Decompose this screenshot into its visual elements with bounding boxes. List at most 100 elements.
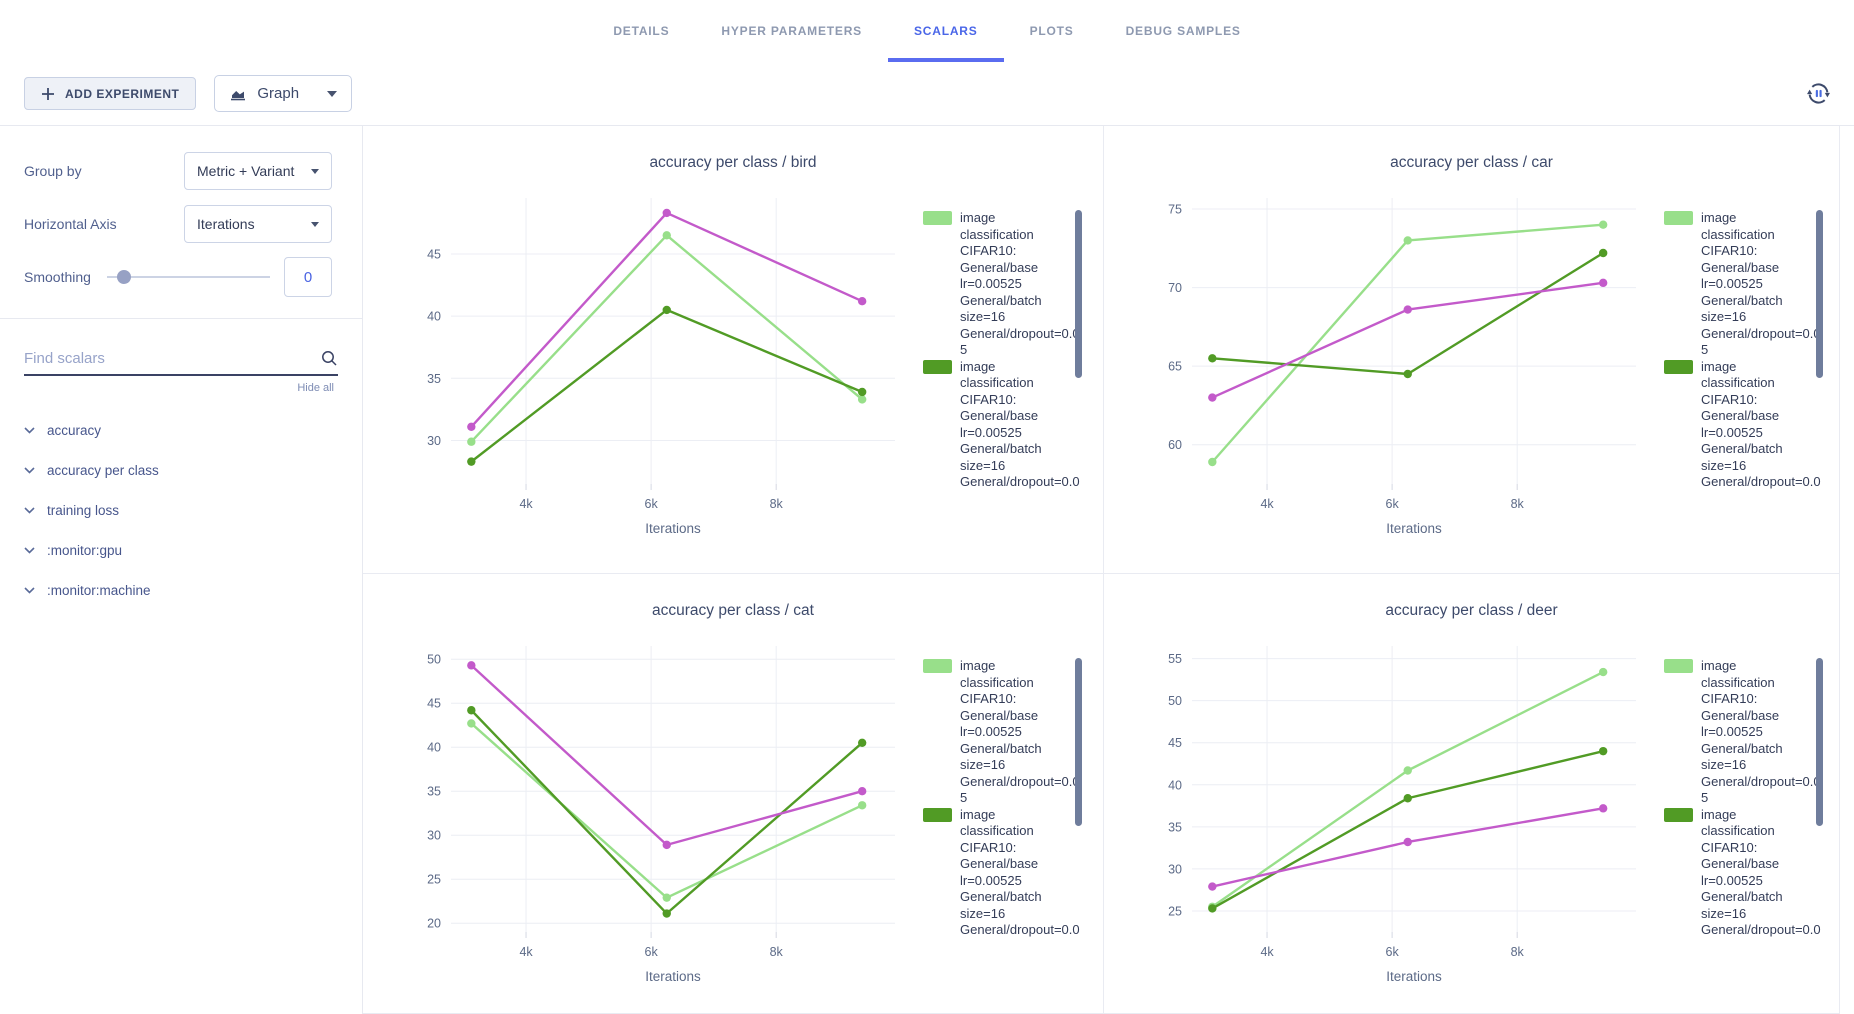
chevron-down-icon[interactable]	[24, 426, 35, 434]
chart-plot-area: 30 35 40 45 4k 6k 8k Iterations	[427, 198, 895, 536]
chart-content-row: 20 25 30 35 40 45 50 4k 6k 8k Iterations image clas…	[389, 632, 1103, 987]
add-experiment-label: ADD EXPERIMENT	[65, 86, 180, 101]
metric-item-label: accuracy per class	[47, 462, 159, 478]
metric-item-label: :monitor:gpu	[47, 542, 123, 558]
chevron-down-icon[interactable]	[24, 506, 35, 514]
chevron-down-icon[interactable]	[24, 586, 35, 594]
svg-text:8k: 8k	[1511, 945, 1525, 959]
chevron-down-icon	[311, 221, 319, 227]
legend-entry[interactable]: image classification CIFAR10: General/ba…	[1664, 210, 1821, 359]
legend-entry-label: image classification CIFAR10: General/ba…	[960, 358, 1080, 490]
svg-text:55: 55	[1168, 652, 1182, 666]
svg-text:40: 40	[1168, 778, 1182, 792]
charts-grid: accuracy per class / bird 30 35 40 45 4k 6k 8k I…	[363, 126, 1840, 1014]
legend-scrollbar[interactable]	[1816, 658, 1823, 826]
smoothing-input[interactable]	[284, 257, 332, 297]
horizontal-axis-select[interactable]: Iterations	[184, 205, 332, 243]
metric-item-accuracy-per-class[interactable]: accuracy per class	[0, 450, 362, 490]
legend-entry[interactable]: image classification CIFAR10: General/ba…	[1664, 658, 1821, 807]
svg-text:70: 70	[1168, 281, 1182, 295]
svg-text:60: 60	[1168, 438, 1182, 452]
tab-hyper-parameters[interactable]: HYPER PARAMETERS	[721, 24, 862, 38]
chart-legend: image classification CIFAR10: General/ba…	[923, 658, 1083, 987]
legend-entry[interactable]: image classification CIFAR10: General/ba…	[923, 807, 1080, 939]
legend-entry-label: image classification CIFAR10: General/ba…	[1701, 358, 1821, 490]
legend-swatch	[1664, 807, 1693, 822]
chart-plot-area: 60 65 70 75 4k 6k 8k Iterations	[1168, 198, 1636, 536]
auto-refresh-icon[interactable]	[1805, 80, 1832, 107]
chart-legend: image classification CIFAR10: General/ba…	[1664, 658, 1824, 987]
tab-scalars[interactable]: SCALARS	[887, 0, 1004, 62]
smoothing-slider[interactable]	[106, 270, 270, 284]
group-by-select[interactable]: Metric + Variant	[184, 152, 332, 190]
metric-list: accuracy accuracy per class training loss:…	[0, 410, 362, 610]
tab-details[interactable]: DETAILS	[613, 24, 670, 38]
chevron-down-icon	[327, 90, 338, 97]
search-icon	[320, 349, 338, 367]
legend-scrollbar[interactable]	[1816, 210, 1823, 378]
chevron-down-icon	[311, 168, 319, 174]
metric-item-accuracy[interactable]: accuracy	[0, 410, 362, 450]
legend-entry[interactable]: image classification CIFAR10: General/ba…	[923, 359, 1080, 491]
metric-item--monitor-gpu[interactable]: :monitor:gpu	[0, 530, 362, 570]
legend-entry-label: image classification CIFAR10: General/ba…	[1701, 806, 1821, 938]
horizontal-axis-value: Iterations	[197, 216, 255, 232]
legend-entry[interactable]: image classification CIFAR10: General/ba…	[1664, 359, 1821, 491]
legend-swatch	[923, 807, 952, 822]
chart-title: accuracy per class / deer	[1385, 602, 1558, 619]
chart-card-cat: accuracy per class / cat 20 25 30 35 40 45 50 4k…	[363, 574, 1104, 1014]
svg-text:25: 25	[1168, 904, 1182, 918]
tab-plots[interactable]: PLOTS	[1029, 24, 1074, 38]
svg-text:65: 65	[1168, 360, 1182, 374]
svg-text:75: 75	[1168, 203, 1182, 217]
legend-entry[interactable]: image classification CIFAR10: General/ba…	[1664, 807, 1821, 939]
svg-text:20: 20	[427, 917, 441, 931]
graph-view-dropdown[interactable]: Graph	[214, 75, 353, 112]
svg-text:35: 35	[427, 785, 441, 799]
legend-swatch	[1664, 359, 1693, 374]
svg-text:6k: 6k	[645, 945, 659, 959]
graph-dropdown-label: Graph	[257, 85, 300, 102]
chart-legend: image classification CIFAR10: General/ba…	[923, 210, 1083, 539]
svg-text:30: 30	[427, 829, 441, 843]
legend-scrollbar[interactable]	[1075, 210, 1082, 378]
svg-text:45: 45	[427, 247, 441, 261]
legend-scrollbar[interactable]	[1075, 658, 1082, 826]
legend-entry[interactable]: image classification CIFAR10: General/ba…	[923, 658, 1080, 807]
legend-entry[interactable]: image classification CIFAR10: General/ba…	[923, 210, 1080, 359]
metric-item-label: :monitor:machine	[47, 582, 151, 598]
legend-entry-label: image classification CIFAR10: General/ba…	[960, 210, 1080, 357]
add-experiment-button[interactable]: ADD EXPERIMENT	[24, 77, 197, 110]
legend-swatch	[923, 659, 952, 673]
svg-text:4k: 4k	[519, 497, 533, 511]
svg-text:25: 25	[427, 873, 441, 887]
smoothing-slider-thumb[interactable]	[116, 270, 131, 284]
hide-all-link[interactable]: Hide all	[297, 382, 334, 394]
metric-item-label: accuracy	[47, 422, 102, 438]
metric-item--monitor-machine[interactable]: :monitor:machine	[0, 570, 362, 610]
find-scalars-input[interactable]	[24, 349, 320, 367]
chart-legend: image classification CIFAR10: General/ba…	[1664, 210, 1824, 539]
svg-text:6k: 6k	[1386, 945, 1400, 959]
svg-text:45: 45	[427, 697, 441, 711]
tab-bar: DETAILS HYPER PARAMETERS SCALARS PLOTS DEBUG…	[0, 0, 1854, 62]
chevron-down-icon[interactable]	[24, 546, 35, 554]
legend-entry-label: image classification CIFAR10: General/ba…	[1701, 210, 1821, 357]
svg-text:30: 30	[427, 434, 441, 448]
chart-content-row: 25 30 35 40 45 50 55 4k 6k 8k Iterations image clas…	[1130, 632, 1839, 987]
chart-plot-area: 20 25 30 35 40 45 50 4k 6k 8k Iterations	[427, 646, 895, 984]
metric-item-label: training loss	[47, 502, 120, 518]
legend-entries: image classification CIFAR10: General/ba…	[923, 658, 1080, 987]
chart-card-deer: accuracy per class / deer 25 30 35 40 45 50 55 4…	[1104, 574, 1840, 1014]
tab-debug-samples[interactable]: DEBUG SAMPLES	[1125, 24, 1241, 38]
chevron-down-icon[interactable]	[24, 466, 35, 474]
legend-entries: image classification CIFAR10: General/ba…	[1664, 210, 1821, 539]
legend-entry-label: image classification CIFAR10: General/ba…	[960, 806, 1080, 938]
svg-text:4k: 4k	[1260, 497, 1274, 511]
graph-chart-icon	[229, 86, 247, 101]
svg-text:6k: 6k	[1386, 497, 1400, 511]
chart-card-bird: accuracy per class / bird 30 35 40 45 4k 6k 8k I…	[363, 126, 1104, 574]
svg-text:8k: 8k	[770, 497, 784, 511]
metric-item-training-loss[interactable]: training loss	[0, 490, 362, 530]
svg-text:35: 35	[1168, 820, 1182, 834]
